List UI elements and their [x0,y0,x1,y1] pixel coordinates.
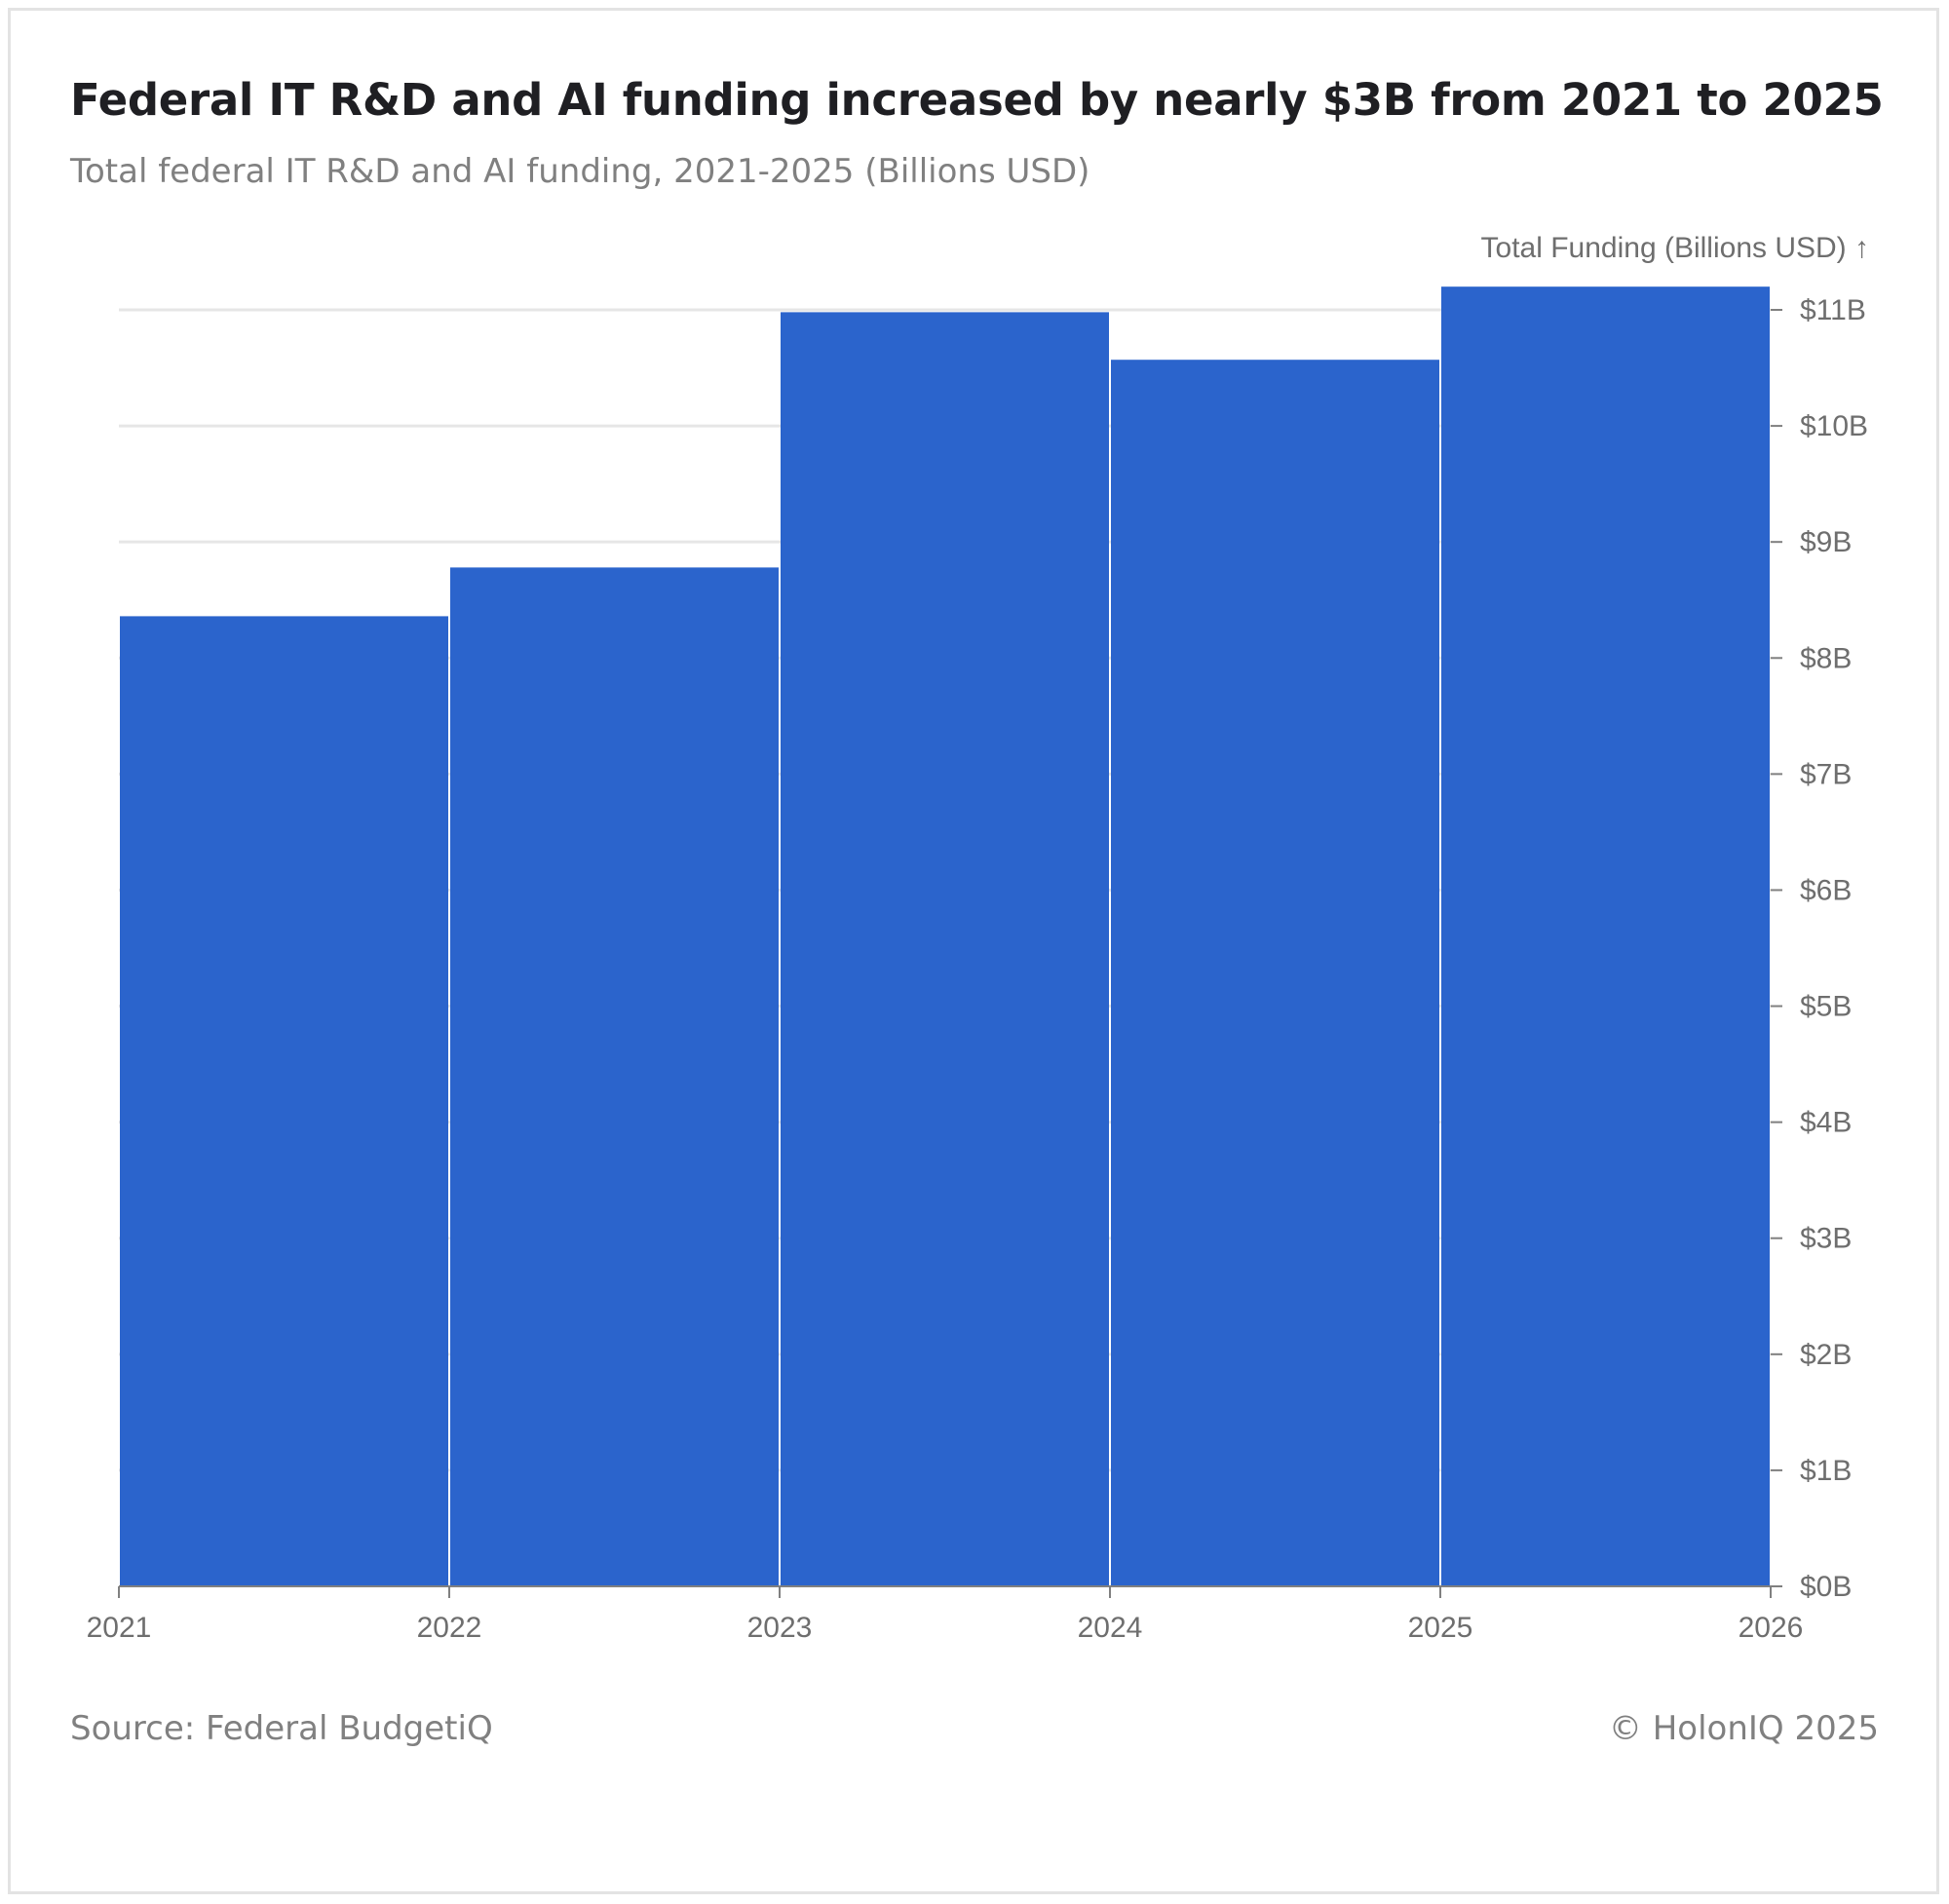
axes: 2021 2022 2023 2024 2025 2026 $0B $1B $2B $3B $4B $… [87,294,1868,1644]
y-tick-label: $11B [1800,294,1866,326]
y-tick-label: $8B [1800,642,1852,674]
copyright-note: © HolonIQ 2025 [1608,1709,1879,1748]
y-tick-label: $4B [1800,1107,1852,1139]
y-tick-label: $10B [1800,410,1868,442]
bars [120,286,1770,1586]
x-tick-label: 2022 [417,1612,482,1644]
x-tick-label: 2024 [1078,1612,1143,1644]
x-tick-label: 2023 [747,1612,813,1644]
bar-2025 [1441,286,1770,1586]
bar-2023 [781,312,1109,1586]
chart-title: Federal IT R&D and AI funding increased … [70,74,1884,126]
source-note: Source: Federal BudgetiQ [70,1709,493,1748]
x-tick-label: 2026 [1739,1612,1804,1644]
y-axis-label: Total Funding (Billions USD) ↑ [1481,232,1869,264]
y-tick-label: $1B [1800,1455,1852,1487]
y-tick-label: $0B [1800,1571,1852,1603]
chart-subtitle: Total federal IT R&D and AI funding, 202… [70,152,1090,191]
x-tick-label: 2025 [1408,1612,1473,1644]
y-tick-label: $3B [1800,1223,1852,1255]
x-tick-label: 2021 [87,1612,152,1644]
bar-2022 [450,567,779,1586]
y-tick-label: $7B [1800,758,1852,790]
bar-2021 [120,616,448,1586]
y-tick-label: $2B [1800,1339,1852,1371]
y-tick-label: $6B [1800,874,1852,906]
bar-2024 [1111,360,1439,1586]
y-tick-label: $5B [1800,991,1852,1023]
y-tick-label: $9B [1800,526,1852,558]
